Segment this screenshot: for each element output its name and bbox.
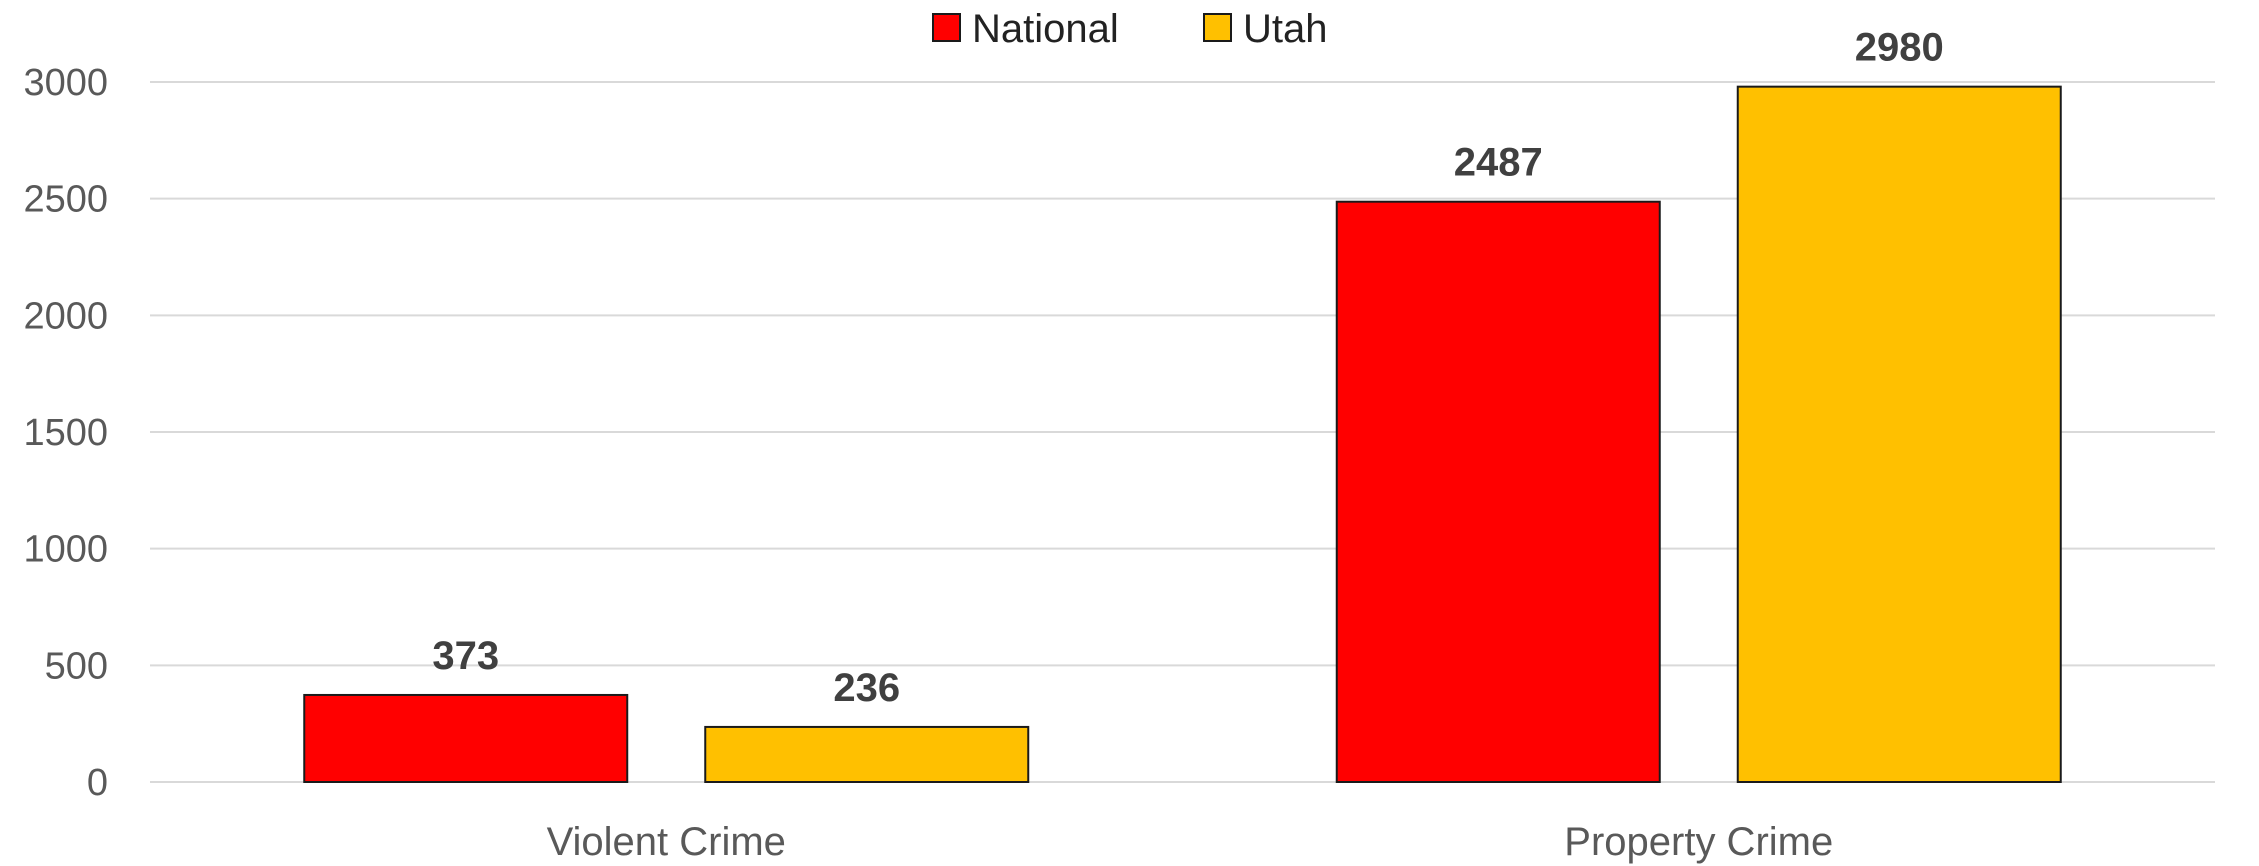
x-axis-categories: Violent Crime Property Crime	[547, 820, 1834, 864]
data-label-utah-1: 2980	[1855, 26, 1944, 70]
data-label-national-0: 373	[432, 634, 499, 678]
y-tick-label: 0	[87, 762, 108, 804]
legend-label-national: National	[972, 7, 1119, 51]
legend-swatch-utah	[1203, 13, 1232, 42]
y-tick-label: 500	[45, 645, 108, 687]
legend-label-utah: Utah	[1243, 7, 1328, 51]
data-label-national-1: 2487	[1454, 141, 1543, 185]
data-label-utah-0: 236	[833, 666, 900, 710]
y-tick-label: 2500	[23, 179, 108, 221]
y-tick-label: 3000	[23, 62, 108, 104]
x-category-label: Violent Crime	[547, 820, 786, 864]
bars	[303, 85, 2062, 784]
bar-national-0	[303, 693, 629, 784]
legend-swatch-national	[932, 13, 961, 42]
x-category-label: Property Crime	[1564, 820, 1833, 864]
bar-national-1	[1335, 200, 1661, 783]
gridlines	[150, 81, 2215, 783]
legend: National Utah	[932, 7, 1328, 51]
y-tick-label: 1500	[23, 412, 108, 454]
data-labels: 373 2487 236 2980	[432, 26, 1943, 710]
y-tick-label: 2000	[23, 295, 108, 337]
y-axis-ticks: 0 500 1000 1500 2000 2500 3000	[23, 62, 108, 804]
bar-utah-1	[1736, 85, 2062, 783]
y-tick-label: 1000	[23, 529, 108, 571]
bar-utah-0	[704, 725, 1030, 784]
